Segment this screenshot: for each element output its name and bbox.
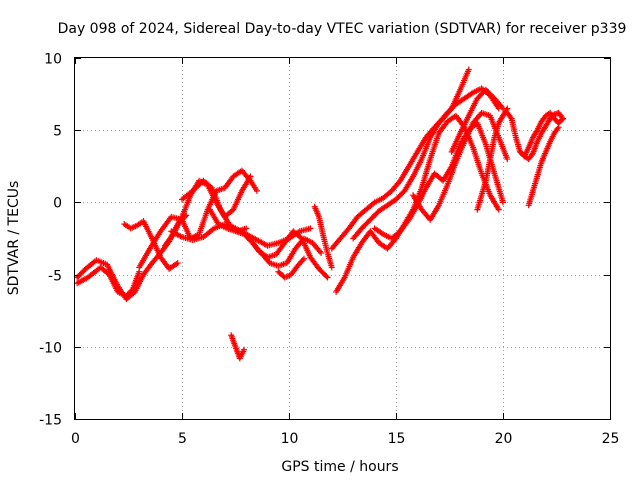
- data-point: [253, 187, 260, 194]
- data-point: [324, 274, 331, 281]
- y-tick-label: 5: [53, 124, 62, 140]
- chart-title: Day 098 of 2024, Sidereal Day-to-day VTE…: [58, 21, 627, 37]
- y-tick-label: 10: [44, 52, 62, 68]
- y-tick-label: -10: [39, 341, 62, 357]
- data-point: [504, 156, 511, 163]
- data-point: [318, 249, 325, 256]
- data-point: [328, 264, 335, 271]
- data-point: [307, 225, 314, 232]
- series-arc21: [517, 109, 566, 160]
- x-tick-label: 20: [495, 431, 513, 447]
- data-point: [243, 225, 250, 232]
- x-tick-label: 15: [388, 431, 406, 447]
- series-arc11: [311, 203, 335, 271]
- data-point: [559, 115, 566, 122]
- data-point: [323, 273, 330, 280]
- data-point: [500, 199, 506, 206]
- series-arc13: [328, 66, 472, 252]
- y-tick-label: -15: [39, 413, 62, 429]
- data-point: [247, 173, 254, 180]
- series-arc22: [525, 124, 562, 209]
- series-arc18: [448, 86, 506, 155]
- data-points: [74, 66, 566, 362]
- x-tick-label: 10: [281, 431, 299, 447]
- x-axis-label: GPS time / hours: [281, 459, 398, 475]
- y-tick-labels: -15 -10 -5 0 5 10: [39, 52, 62, 429]
- x-tick-label: 25: [602, 431, 620, 447]
- data-point: [495, 206, 502, 213]
- series-arc4: [136, 167, 260, 271]
- data-point: [465, 66, 472, 73]
- series-arc12: [228, 332, 248, 362]
- x-tick-labels: 0 5 10 15 20 25: [71, 431, 619, 447]
- y-tick-label: 0: [53, 196, 62, 212]
- data-point: [174, 260, 181, 267]
- data-point: [300, 255, 307, 262]
- axis-ticks: [75, 58, 611, 420]
- data-point: [241, 346, 248, 353]
- data-point: [558, 116, 565, 123]
- data-point: [555, 124, 562, 131]
- series-arc19: [474, 105, 511, 213]
- series-arc9: [249, 228, 331, 281]
- series-arc10: [275, 255, 307, 281]
- x-tick-label: 0: [71, 431, 80, 447]
- series-arc15: [350, 85, 502, 242]
- plot-frame: [74, 57, 611, 420]
- series-arc2: [74, 264, 143, 300]
- y-axis-label: SDTVAR / TECUs: [6, 181, 22, 296]
- x-tick-label: 5: [178, 431, 187, 447]
- y-tick-label: -5: [48, 269, 62, 285]
